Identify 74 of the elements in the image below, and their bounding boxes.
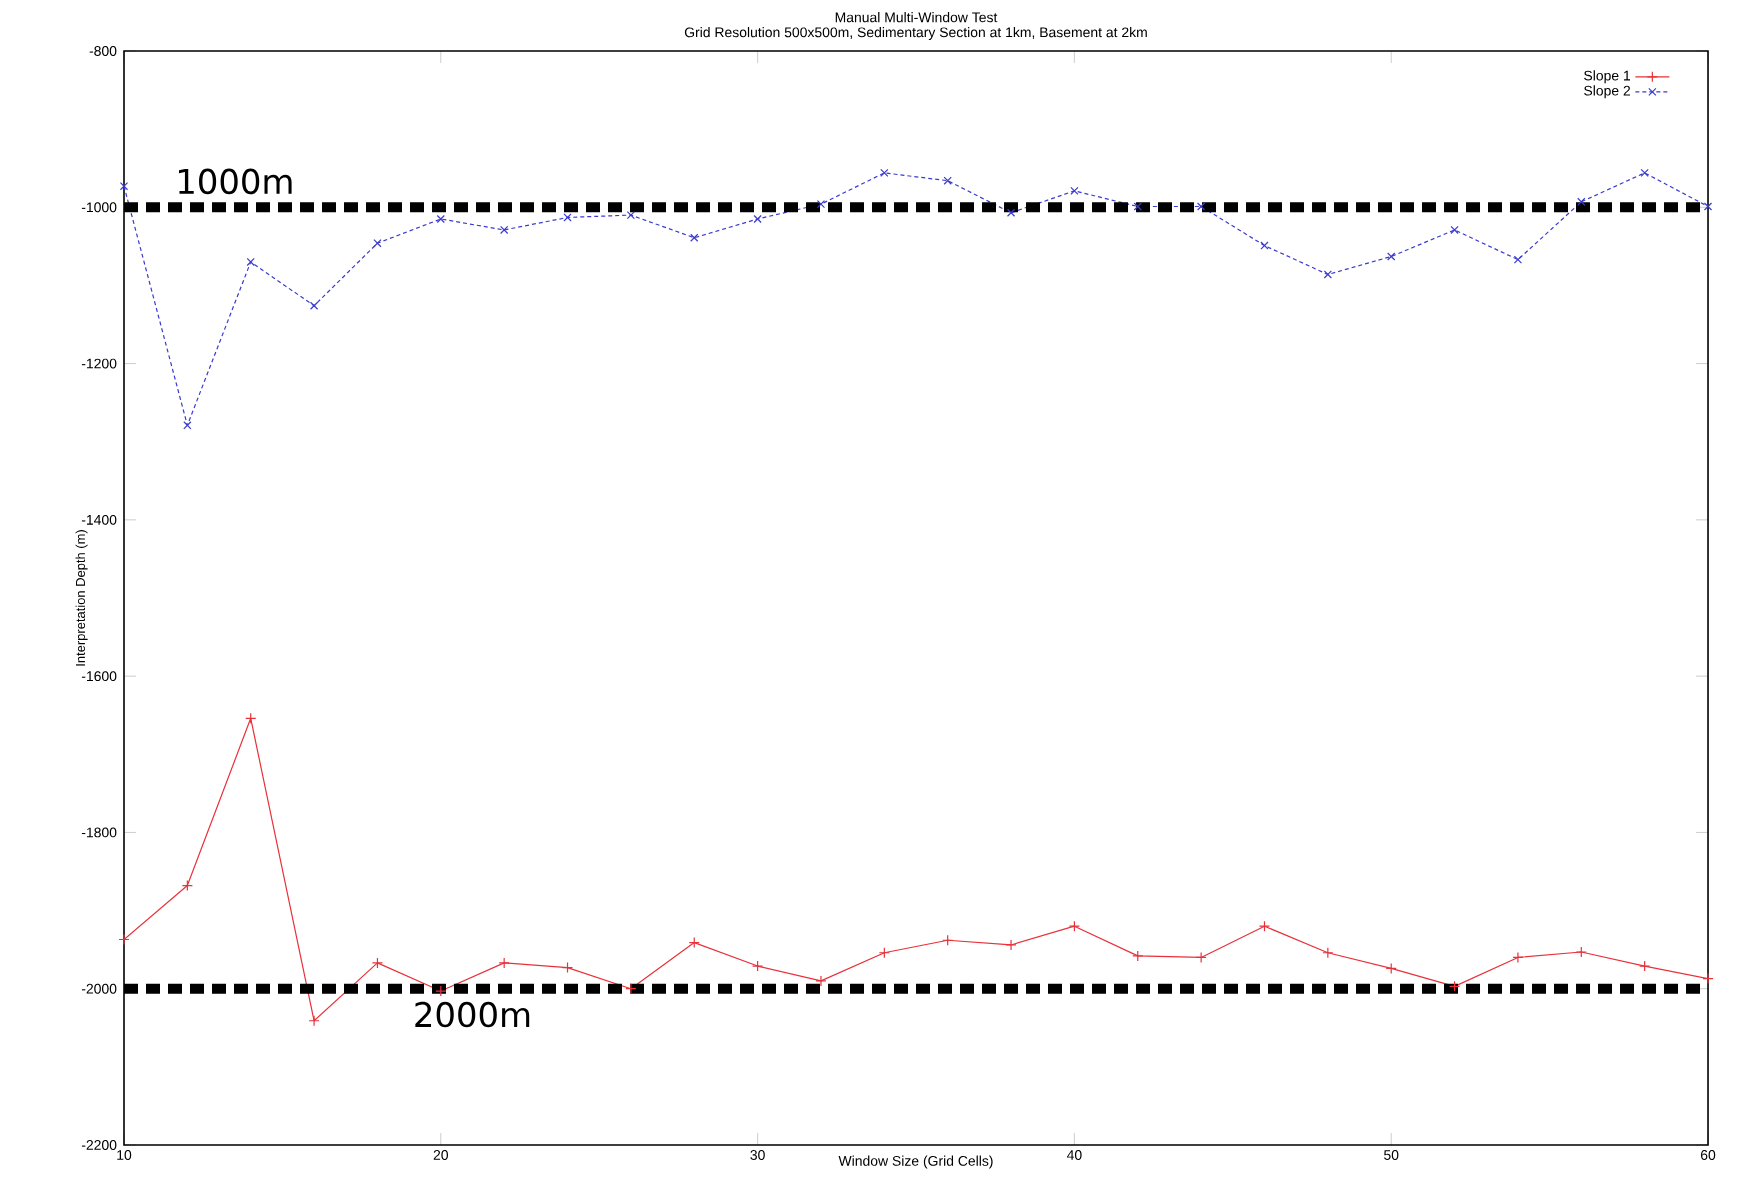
legend-label: Slope 1	[1584, 70, 1631, 84]
point	[1512, 951, 1524, 964]
x-tick-label: 50	[1384, 1150, 1399, 1160]
point	[690, 233, 699, 242]
x-tick-label: 40	[1066, 1150, 1082, 1160]
point	[752, 960, 764, 972]
point	[1323, 270, 1332, 279]
point	[1575, 946, 1587, 958]
y-tick-label: -1000	[81, 202, 117, 213]
chart-title: Manual Multi-Window Test	[835, 12, 998, 23]
point	[371, 957, 384, 969]
point	[498, 957, 510, 969]
y-tick-label: -1200	[81, 358, 117, 369]
point	[1387, 252, 1396, 261]
point	[1385, 962, 1397, 974]
point	[815, 975, 827, 987]
chart-subtitle: Grid Resolution 500x500m, Sedimentary Section at 1km, Basement at 2km	[684, 27, 1147, 41]
point	[942, 934, 954, 946]
point	[1005, 939, 1017, 951]
point	[1702, 972, 1714, 985]
y-tick-label: -1600	[81, 671, 117, 682]
point	[118, 933, 130, 946]
y-tick-label: -2000	[81, 983, 117, 994]
point	[816, 200, 826, 209]
point	[1577, 197, 1586, 206]
point	[1258, 920, 1271, 932]
point	[308, 1015, 320, 1027]
point	[1450, 225, 1459, 235]
point	[1132, 950, 1144, 962]
point	[688, 937, 700, 949]
x-tick-label: 10	[117, 1150, 132, 1160]
y-axis-title: Interpretation Depth (m)	[75, 530, 88, 666]
point	[1513, 255, 1523, 264]
point	[181, 879, 193, 892]
point	[246, 257, 255, 267]
point	[1070, 186, 1079, 195]
point	[1068, 920, 1081, 932]
x-tick-label: 60	[1700, 1150, 1716, 1160]
point	[1703, 202, 1713, 211]
x-tick-label: 30	[750, 1150, 765, 1160]
point	[1322, 947, 1334, 959]
point	[1196, 202, 1206, 211]
legend-label: Slope 2	[1584, 85, 1631, 99]
point	[1639, 960, 1651, 972]
point	[119, 182, 129, 191]
y-tick-label: -1400	[81, 514, 117, 525]
point	[183, 421, 192, 430]
point	[1260, 241, 1269, 250]
ref-line-label: 2000m	[415, 1001, 530, 1028]
point	[1640, 168, 1649, 178]
point	[626, 210, 636, 220]
point	[563, 213, 572, 222]
point	[1448, 980, 1461, 992]
point	[878, 947, 890, 959]
x-axis-title: Window Size (Grid Cells)	[838, 1155, 993, 1169]
point	[500, 225, 509, 235]
point	[1133, 202, 1142, 211]
point	[435, 985, 447, 997]
y-tick-label: -1800	[81, 827, 117, 838]
point	[1195, 951, 1207, 964]
x-tick-label: 20	[433, 1150, 449, 1160]
point	[880, 168, 889, 178]
point	[625, 983, 637, 995]
ref-line-label: 1000m	[179, 168, 292, 195]
point	[943, 176, 952, 185]
point	[309, 301, 319, 310]
point	[373, 239, 382, 248]
point	[561, 962, 574, 974]
y-tick-label: -2200	[81, 1140, 117, 1150]
y-tick-label: -800	[89, 46, 117, 56]
point	[436, 214, 445, 224]
point	[753, 214, 762, 224]
point	[245, 712, 257, 724]
point	[1006, 208, 1016, 217]
